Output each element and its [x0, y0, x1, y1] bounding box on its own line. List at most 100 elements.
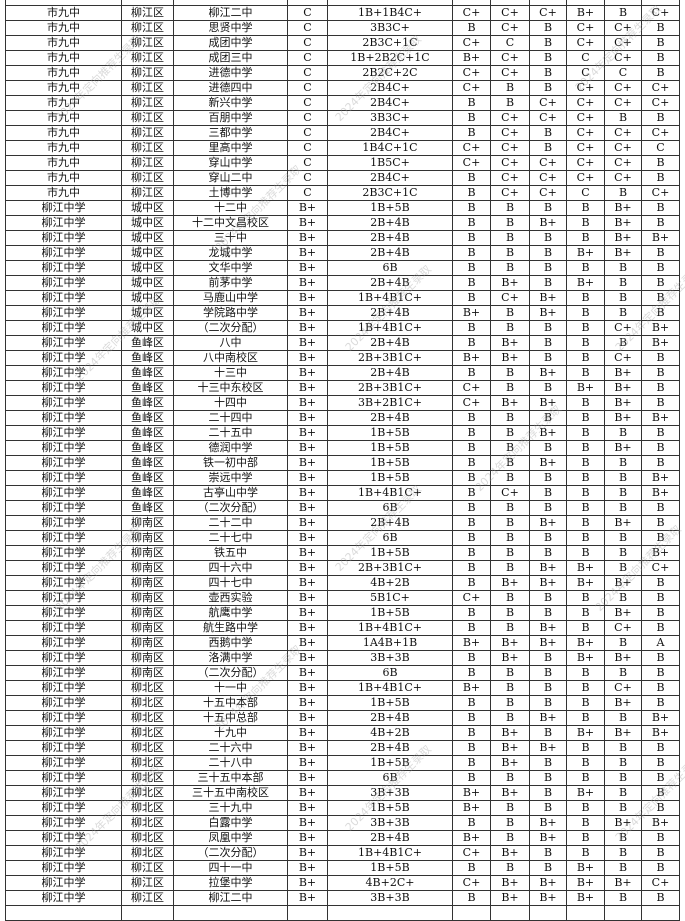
- grade-4-cell: B+: [566, 245, 605, 261]
- grade-6-cell: B: [641, 35, 680, 51]
- grade-4-cell: B: [566, 665, 605, 681]
- level-cell: B+: [287, 215, 328, 231]
- level-cell: B+: [287, 335, 328, 351]
- high-school-cell: 市九中: [5, 35, 122, 51]
- grade-1-cell: B: [452, 170, 491, 186]
- grade-6-cell: B: [641, 440, 680, 456]
- district-cell: 鱼峰区: [121, 410, 174, 426]
- table-row: 柳江中学 柳北区 二十六中 B+ 2B+4B B B+ B+ B B B: [5, 740, 680, 756]
- grade-combination-cell: 1A4B+1B: [327, 635, 453, 651]
- grade-combination-cell: 2B+4B: [327, 215, 453, 231]
- grade-3-cell: B: [529, 125, 567, 141]
- grade-4-cell: B: [566, 740, 605, 756]
- grade-3-cell: B: [529, 665, 567, 681]
- grade-5-cell: B: [604, 470, 642, 486]
- grade-1-cell: C+: [452, 875, 491, 891]
- table-row: 柳江中学 鱼峰区 （二次分配） B+ 6B B B B B B B: [5, 500, 680, 516]
- level-cell: B+: [287, 845, 328, 861]
- grade-2-cell: B: [490, 455, 530, 471]
- grade-3-cell: B: [529, 785, 567, 801]
- table-row: 市九中 柳江区 土博中学 C 2B3C+1C B C+ C+ C B C+: [5, 185, 680, 201]
- grade-3-cell: B+: [529, 875, 567, 891]
- level-cell: B+: [287, 200, 328, 216]
- district-cell: 柳北区: [121, 800, 174, 816]
- high-school-cell: 柳江中学: [5, 605, 122, 621]
- level-cell: B+: [287, 770, 328, 786]
- grade-5-cell: B: [604, 740, 642, 756]
- grade-1-cell: B+: [452, 635, 491, 651]
- district-cell: 柳江区: [121, 80, 174, 96]
- grade-3-cell: B: [529, 200, 567, 216]
- table-row: 柳江中学 鱼峰区 十四中 B+ 3B+2B1C+ C+ B+ B+ B B+ B: [5, 395, 680, 411]
- high-school-cell: 柳江中学: [5, 590, 122, 606]
- high-school-cell: 柳江中学: [5, 320, 122, 336]
- junior-school-cell: 新兴中学: [173, 95, 288, 111]
- grade-3-cell: C+: [529, 95, 567, 111]
- level-cell: B+: [287, 785, 328, 801]
- high-school-cell: 柳江中学: [5, 695, 122, 711]
- grade-combination-cell: 2B3C+1C: [327, 185, 453, 201]
- grade-1-cell: B: [452, 500, 491, 516]
- grade-combination-cell: 2B+4B: [327, 335, 453, 351]
- grade-4-cell: C+: [566, 155, 605, 171]
- high-school-cell: 市九中: [5, 95, 122, 111]
- grade-6-cell: B+: [641, 725, 680, 741]
- grade-4-cell: B: [566, 695, 605, 711]
- junior-school-cell: 白露中学: [173, 815, 288, 831]
- high-school-cell: 市九中: [5, 185, 122, 201]
- district-cell: 城中区: [121, 320, 174, 336]
- grade-combination-cell: [327, 905, 453, 921]
- grade-1-cell: B: [452, 740, 491, 756]
- grade-combination-cell: 2B+4B: [327, 410, 453, 426]
- junior-school-cell: 航生路中学: [173, 620, 288, 636]
- grade-5-cell: B: [604, 500, 642, 516]
- grade-3-cell: B+: [529, 305, 567, 321]
- grade-3-cell: B: [529, 770, 567, 786]
- grade-combination-cell: 1B+5B: [327, 455, 453, 471]
- grade-2-cell: B: [490, 320, 530, 336]
- grade-6-cell: B: [641, 695, 680, 711]
- district-cell: 城中区: [121, 200, 174, 216]
- grade-3-cell: B: [529, 245, 567, 261]
- grade-4-cell: B+: [566, 875, 605, 891]
- district-cell: 鱼峰区: [121, 440, 174, 456]
- grade-2-cell: B: [490, 365, 530, 381]
- grade-1-cell: B+: [452, 830, 491, 846]
- grade-5-cell: C+: [604, 20, 642, 36]
- grade-6-cell: B+: [641, 710, 680, 726]
- district-cell: 柳南区: [121, 530, 174, 546]
- table-row: 柳江中学 柳南区 壶西实验 B+ 5B1C+ C+ B B B B B: [5, 590, 680, 606]
- grade-combination-cell: 1B+5B: [327, 695, 453, 711]
- level-cell: B+: [287, 485, 328, 501]
- junior-school-cell: 十二中: [173, 200, 288, 216]
- grade-combination-cell: 1B+4B1C+: [327, 320, 453, 336]
- grade-2-cell: B+: [490, 875, 530, 891]
- grade-3-cell: B: [529, 755, 567, 771]
- grade-5-cell: C+: [604, 140, 642, 156]
- grade-6-cell: B: [641, 170, 680, 186]
- junior-school-cell: 德润中学: [173, 440, 288, 456]
- level-cell: B+: [287, 440, 328, 456]
- grade-combination-cell: 1B+5B: [327, 425, 453, 441]
- table-row: 市九中 柳江区 进德中学 C 2B2C+2C C+ C+ B C C B: [5, 65, 680, 81]
- high-school-cell: 柳江中学: [5, 440, 122, 456]
- district-cell: 柳北区: [121, 680, 174, 696]
- grade-6-cell: B: [641, 20, 680, 36]
- grade-5-cell: B: [604, 830, 642, 846]
- grade-1-cell: B: [452, 230, 491, 246]
- table-row: 柳江中学 柳南区 二十二中 B+ 2B+4B B B B+ B B+ B: [5, 515, 680, 531]
- grade-6-cell: B: [641, 380, 680, 396]
- grade-3-cell: B: [529, 470, 567, 486]
- district-cell: 鱼峰区: [121, 395, 174, 411]
- grade-2-cell: B+: [490, 335, 530, 351]
- high-school-cell: 柳江中学: [5, 515, 122, 531]
- grade-3-cell: B+: [529, 365, 567, 381]
- grade-1-cell: B: [452, 485, 491, 501]
- grade-6-cell: B: [641, 200, 680, 216]
- grade-2-cell: C+: [490, 65, 530, 81]
- grade-combination-cell: 3B3C+: [327, 20, 453, 36]
- grade-2-cell: [490, 905, 530, 921]
- grade-3-cell: C+: [529, 185, 567, 201]
- grade-5-cell: B+: [604, 605, 642, 621]
- table-row: 柳江中学 鱼峰区 十三中 B+ 2B+4B B B B+ B B+ B: [5, 365, 680, 381]
